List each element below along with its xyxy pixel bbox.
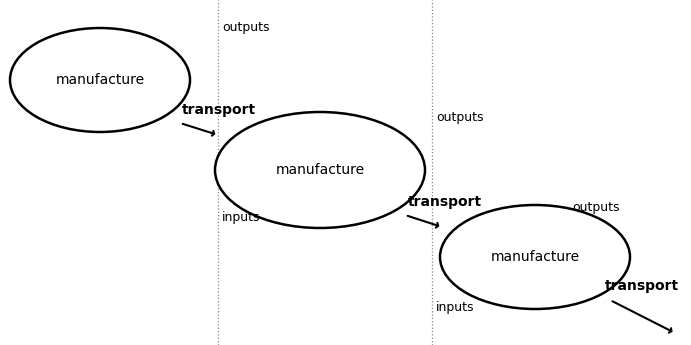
Text: outputs: outputs xyxy=(222,20,269,33)
Ellipse shape xyxy=(215,112,425,228)
Text: transport: transport xyxy=(182,103,256,117)
Text: manufacture: manufacture xyxy=(491,250,580,264)
Ellipse shape xyxy=(440,205,630,309)
Text: outputs: outputs xyxy=(436,110,484,124)
Text: manufacture: manufacture xyxy=(276,163,365,177)
Ellipse shape xyxy=(10,28,190,132)
Text: inputs: inputs xyxy=(222,210,261,224)
Text: outputs: outputs xyxy=(572,200,620,214)
Text: inputs: inputs xyxy=(436,300,475,314)
Text: transport: transport xyxy=(408,195,482,209)
Text: transport: transport xyxy=(605,279,679,293)
Text: manufacture: manufacture xyxy=(55,73,144,87)
